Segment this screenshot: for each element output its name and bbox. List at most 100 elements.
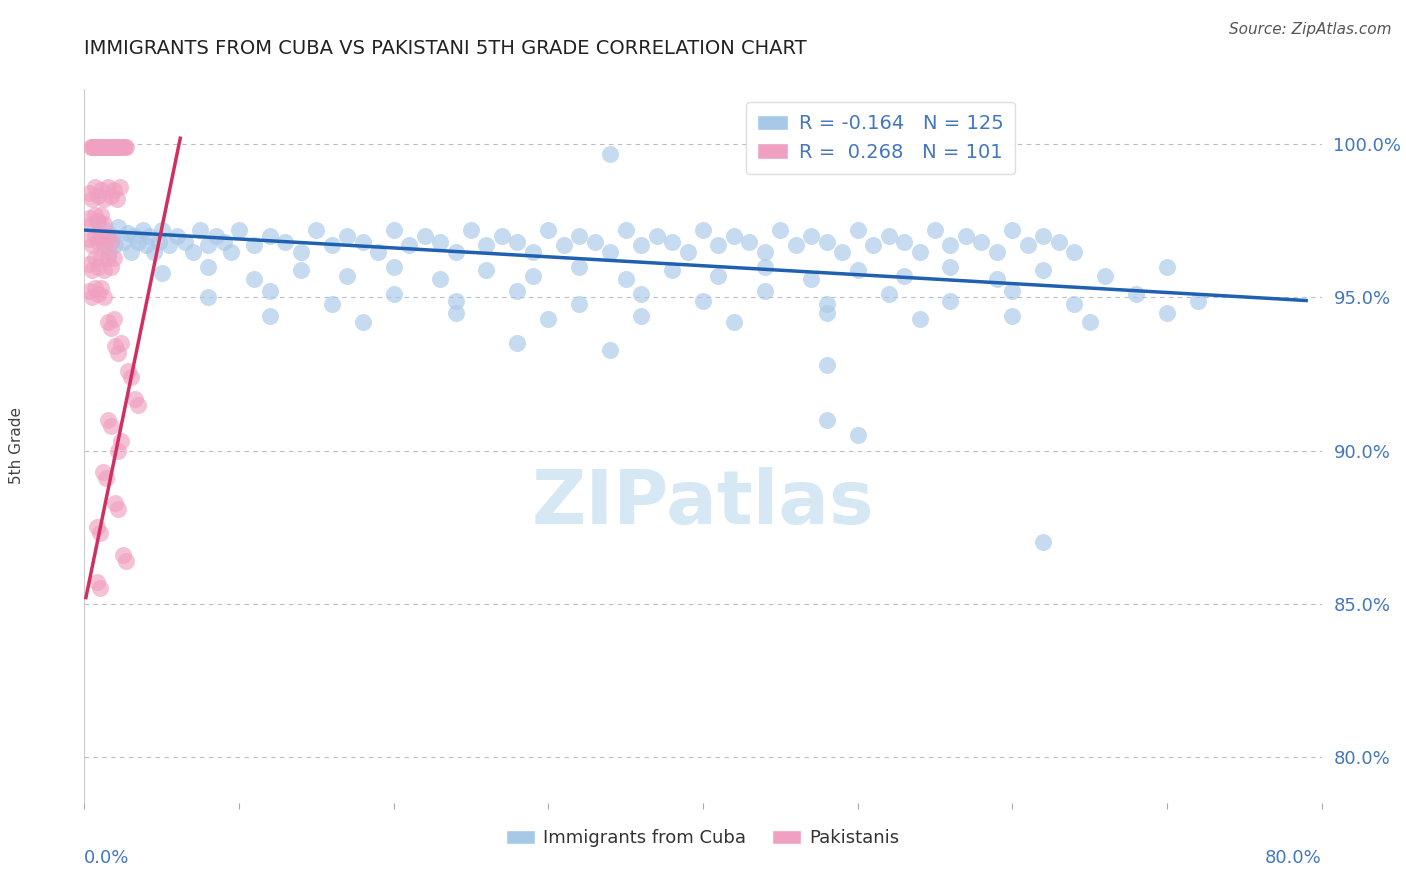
Point <box>785 238 807 252</box>
Point <box>90 140 112 154</box>
Point <box>100 321 122 335</box>
Point <box>110 336 132 351</box>
Point <box>90 251 112 265</box>
Point <box>96 315 118 329</box>
Point <box>645 229 668 244</box>
Point <box>274 235 297 250</box>
Point <box>1078 315 1101 329</box>
Point <box>754 285 776 299</box>
Point <box>93 263 115 277</box>
Point <box>197 260 219 274</box>
Point <box>82 193 104 207</box>
Point <box>104 140 127 154</box>
Point <box>1047 235 1070 250</box>
Point <box>1017 238 1039 252</box>
Point <box>115 140 138 154</box>
Point <box>90 229 112 244</box>
Point <box>103 251 125 265</box>
Point <box>100 235 122 250</box>
Point <box>475 263 498 277</box>
Point <box>82 263 104 277</box>
Point <box>127 235 149 250</box>
Point <box>553 238 575 252</box>
Point <box>1094 268 1116 283</box>
Point <box>692 293 714 308</box>
Text: ZIPatlas: ZIPatlas <box>531 467 875 540</box>
Point <box>893 235 915 250</box>
Point <box>1125 287 1147 301</box>
Point <box>599 244 621 259</box>
Point <box>82 140 104 154</box>
Point <box>506 336 529 351</box>
Point <box>1032 229 1054 244</box>
Point <box>1001 223 1024 237</box>
Point <box>924 223 946 237</box>
Point <box>105 193 128 207</box>
Point <box>800 272 823 286</box>
Point <box>87 214 110 228</box>
Point <box>1063 296 1085 310</box>
Point <box>1001 285 1024 299</box>
Point <box>321 296 343 310</box>
Point <box>86 575 108 590</box>
Point <box>84 281 107 295</box>
Point <box>83 140 105 154</box>
Point <box>382 287 405 301</box>
Point <box>723 229 745 244</box>
Point <box>846 263 869 277</box>
Point <box>205 229 228 244</box>
Point <box>877 287 900 301</box>
Point <box>148 235 170 250</box>
Point <box>939 260 962 274</box>
Point <box>124 392 146 406</box>
Point <box>537 223 560 237</box>
Point <box>676 244 699 259</box>
Point <box>77 186 100 201</box>
Text: 80.0%: 80.0% <box>1265 849 1322 867</box>
Point <box>90 208 112 222</box>
Point <box>1156 260 1178 274</box>
Point <box>491 229 513 244</box>
Point <box>93 290 115 304</box>
Point <box>537 312 560 326</box>
Point <box>259 229 281 244</box>
Text: Source: ZipAtlas.com: Source: ZipAtlas.com <box>1229 22 1392 37</box>
Point <box>181 244 204 259</box>
Point <box>86 140 108 154</box>
Point <box>1187 293 1209 308</box>
Point <box>382 223 405 237</box>
Point <box>1063 244 1085 259</box>
Point <box>444 293 467 308</box>
Point <box>91 140 114 154</box>
Point <box>105 140 128 154</box>
Point <box>89 526 111 541</box>
Point <box>107 345 129 359</box>
Point <box>444 244 467 259</box>
Point <box>506 285 529 299</box>
Point <box>104 238 127 252</box>
Point <box>815 413 838 427</box>
Point <box>630 309 652 323</box>
Point <box>568 260 591 274</box>
Point <box>93 193 115 207</box>
Point <box>84 251 107 265</box>
Point <box>986 272 1008 286</box>
Point <box>614 223 637 237</box>
Point <box>100 140 122 154</box>
Point <box>104 339 127 353</box>
Point <box>79 140 101 154</box>
Text: 0.0%: 0.0% <box>84 849 129 867</box>
Point <box>84 140 107 154</box>
Point <box>429 235 451 250</box>
Point <box>723 315 745 329</box>
Point <box>96 251 118 265</box>
Point <box>707 238 730 252</box>
Point <box>87 235 110 250</box>
Point <box>939 238 962 252</box>
Point <box>94 471 117 485</box>
Point <box>90 183 112 197</box>
Point <box>110 434 132 449</box>
Point <box>382 260 405 274</box>
Point <box>89 140 111 154</box>
Point <box>96 229 118 244</box>
